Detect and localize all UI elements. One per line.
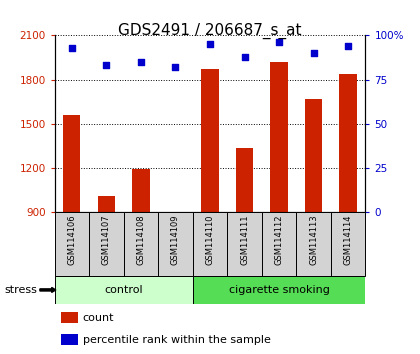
Bar	[89, 212, 123, 276]
Point	[310, 50, 317, 56]
Text: GDS2491 / 206687_s_at: GDS2491 / 206687_s_at	[118, 23, 302, 39]
Point	[68, 45, 75, 51]
Point	[345, 43, 352, 49]
Text: GSM114106: GSM114106	[67, 214, 76, 265]
Bar	[123, 212, 158, 276]
Text: GSM114112: GSM114112	[275, 214, 284, 265]
Bar	[331, 212, 365, 276]
Text: control: control	[104, 285, 143, 295]
Text: GSM114114: GSM114114	[344, 214, 353, 265]
Bar	[236, 148, 253, 212]
Text: cigarette smoking: cigarette smoking	[228, 285, 330, 295]
Bar	[193, 212, 227, 276]
Text: stress: stress	[4, 285, 37, 295]
Bar	[98, 196, 115, 212]
Text: count: count	[83, 313, 114, 323]
Bar	[201, 69, 219, 212]
Point	[138, 59, 144, 65]
Text: GSM114110: GSM114110	[205, 214, 215, 265]
Bar	[193, 276, 365, 304]
Point	[241, 54, 248, 59]
Text: GSM114109: GSM114109	[171, 214, 180, 265]
Text: GSM114113: GSM114113	[309, 214, 318, 265]
Bar	[297, 212, 331, 276]
Text: GSM114108: GSM114108	[136, 214, 145, 265]
Bar	[63, 115, 81, 212]
Bar	[132, 169, 150, 212]
Bar	[305, 99, 322, 212]
Text: GSM114111: GSM114111	[240, 214, 249, 265]
Bar	[262, 212, 297, 276]
Point	[103, 63, 110, 68]
Bar	[61, 312, 78, 323]
Bar	[339, 74, 357, 212]
Bar	[167, 212, 184, 217]
Text: GSM114107: GSM114107	[102, 214, 111, 265]
Point	[172, 64, 179, 70]
Bar	[61, 334, 78, 345]
Text: percentile rank within the sample: percentile rank within the sample	[83, 335, 270, 345]
Point	[207, 41, 213, 47]
Bar	[227, 212, 262, 276]
Bar	[55, 212, 89, 276]
Bar	[55, 276, 193, 304]
Point	[276, 40, 282, 45]
Bar	[270, 62, 288, 212]
Bar	[158, 212, 193, 276]
